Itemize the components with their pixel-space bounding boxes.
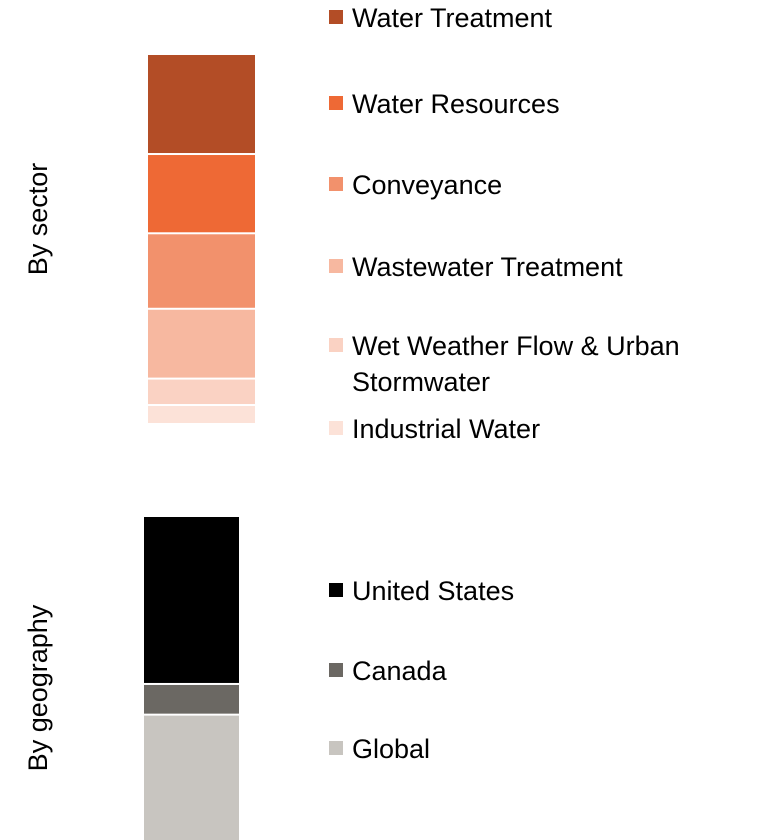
- legend-label-wet-weather-flow-and-urban-stormwater: Wet Weather Flow & Urban Stormwater: [352, 331, 680, 397]
- bar-segment-conveyance: [148, 234, 255, 308]
- bar-segment-wastewater-treatment: [148, 309, 255, 378]
- legend-swatch-conveyance: [329, 177, 343, 191]
- sector-chart: Water Treatment Water Resources Conveyance…: [23, 3, 680, 444]
- bar-segment-united-states: [144, 517, 239, 683]
- legend-label-water-treatment: Water Treatment: [352, 3, 553, 33]
- axis-label-by-sector: By sector: [23, 163, 53, 276]
- bar-segment-water-treatment: [148, 55, 255, 154]
- legend-swatch-wastewater-treatment: [329, 259, 343, 273]
- legend-swatch-canada: [329, 663, 343, 677]
- legend-label-wastewater-treatment: Wastewater Treatment: [352, 252, 623, 282]
- legend-label-water-resources: Water Resources: [352, 89, 560, 119]
- legend-label-global: Global: [352, 734, 430, 764]
- legend-swatch-global: [329, 741, 343, 755]
- axis-label-by-geography: By geography: [23, 604, 53, 771]
- bar-segment-global: [144, 715, 239, 840]
- legend-swatch-wet-weather-flow-and-urban-stormwater: [329, 338, 343, 352]
- bar-segment-water-resources: [148, 155, 255, 233]
- geography-chart: United States Canada Global By geography: [23, 517, 514, 840]
- legend-label-conveyance: Conveyance: [352, 170, 502, 200]
- legend-swatch-united-states: [329, 583, 343, 597]
- legend-swatch-industrial-water: [329, 421, 343, 435]
- bar-segment-wet-weather-flow-and-urban-stormwater: [148, 379, 255, 405]
- legend-label-united-states: United States: [352, 576, 514, 606]
- bar-segment-industrial-water: [148, 406, 255, 423]
- legend-label-industrial-water: Industrial Water: [352, 414, 540, 444]
- legend-swatch-water-resources: [329, 96, 343, 110]
- bar-segment-canada: [144, 684, 239, 714]
- legend-swatch-water-treatment: [329, 10, 343, 24]
- legend-label-canada: Canada: [352, 656, 448, 686]
